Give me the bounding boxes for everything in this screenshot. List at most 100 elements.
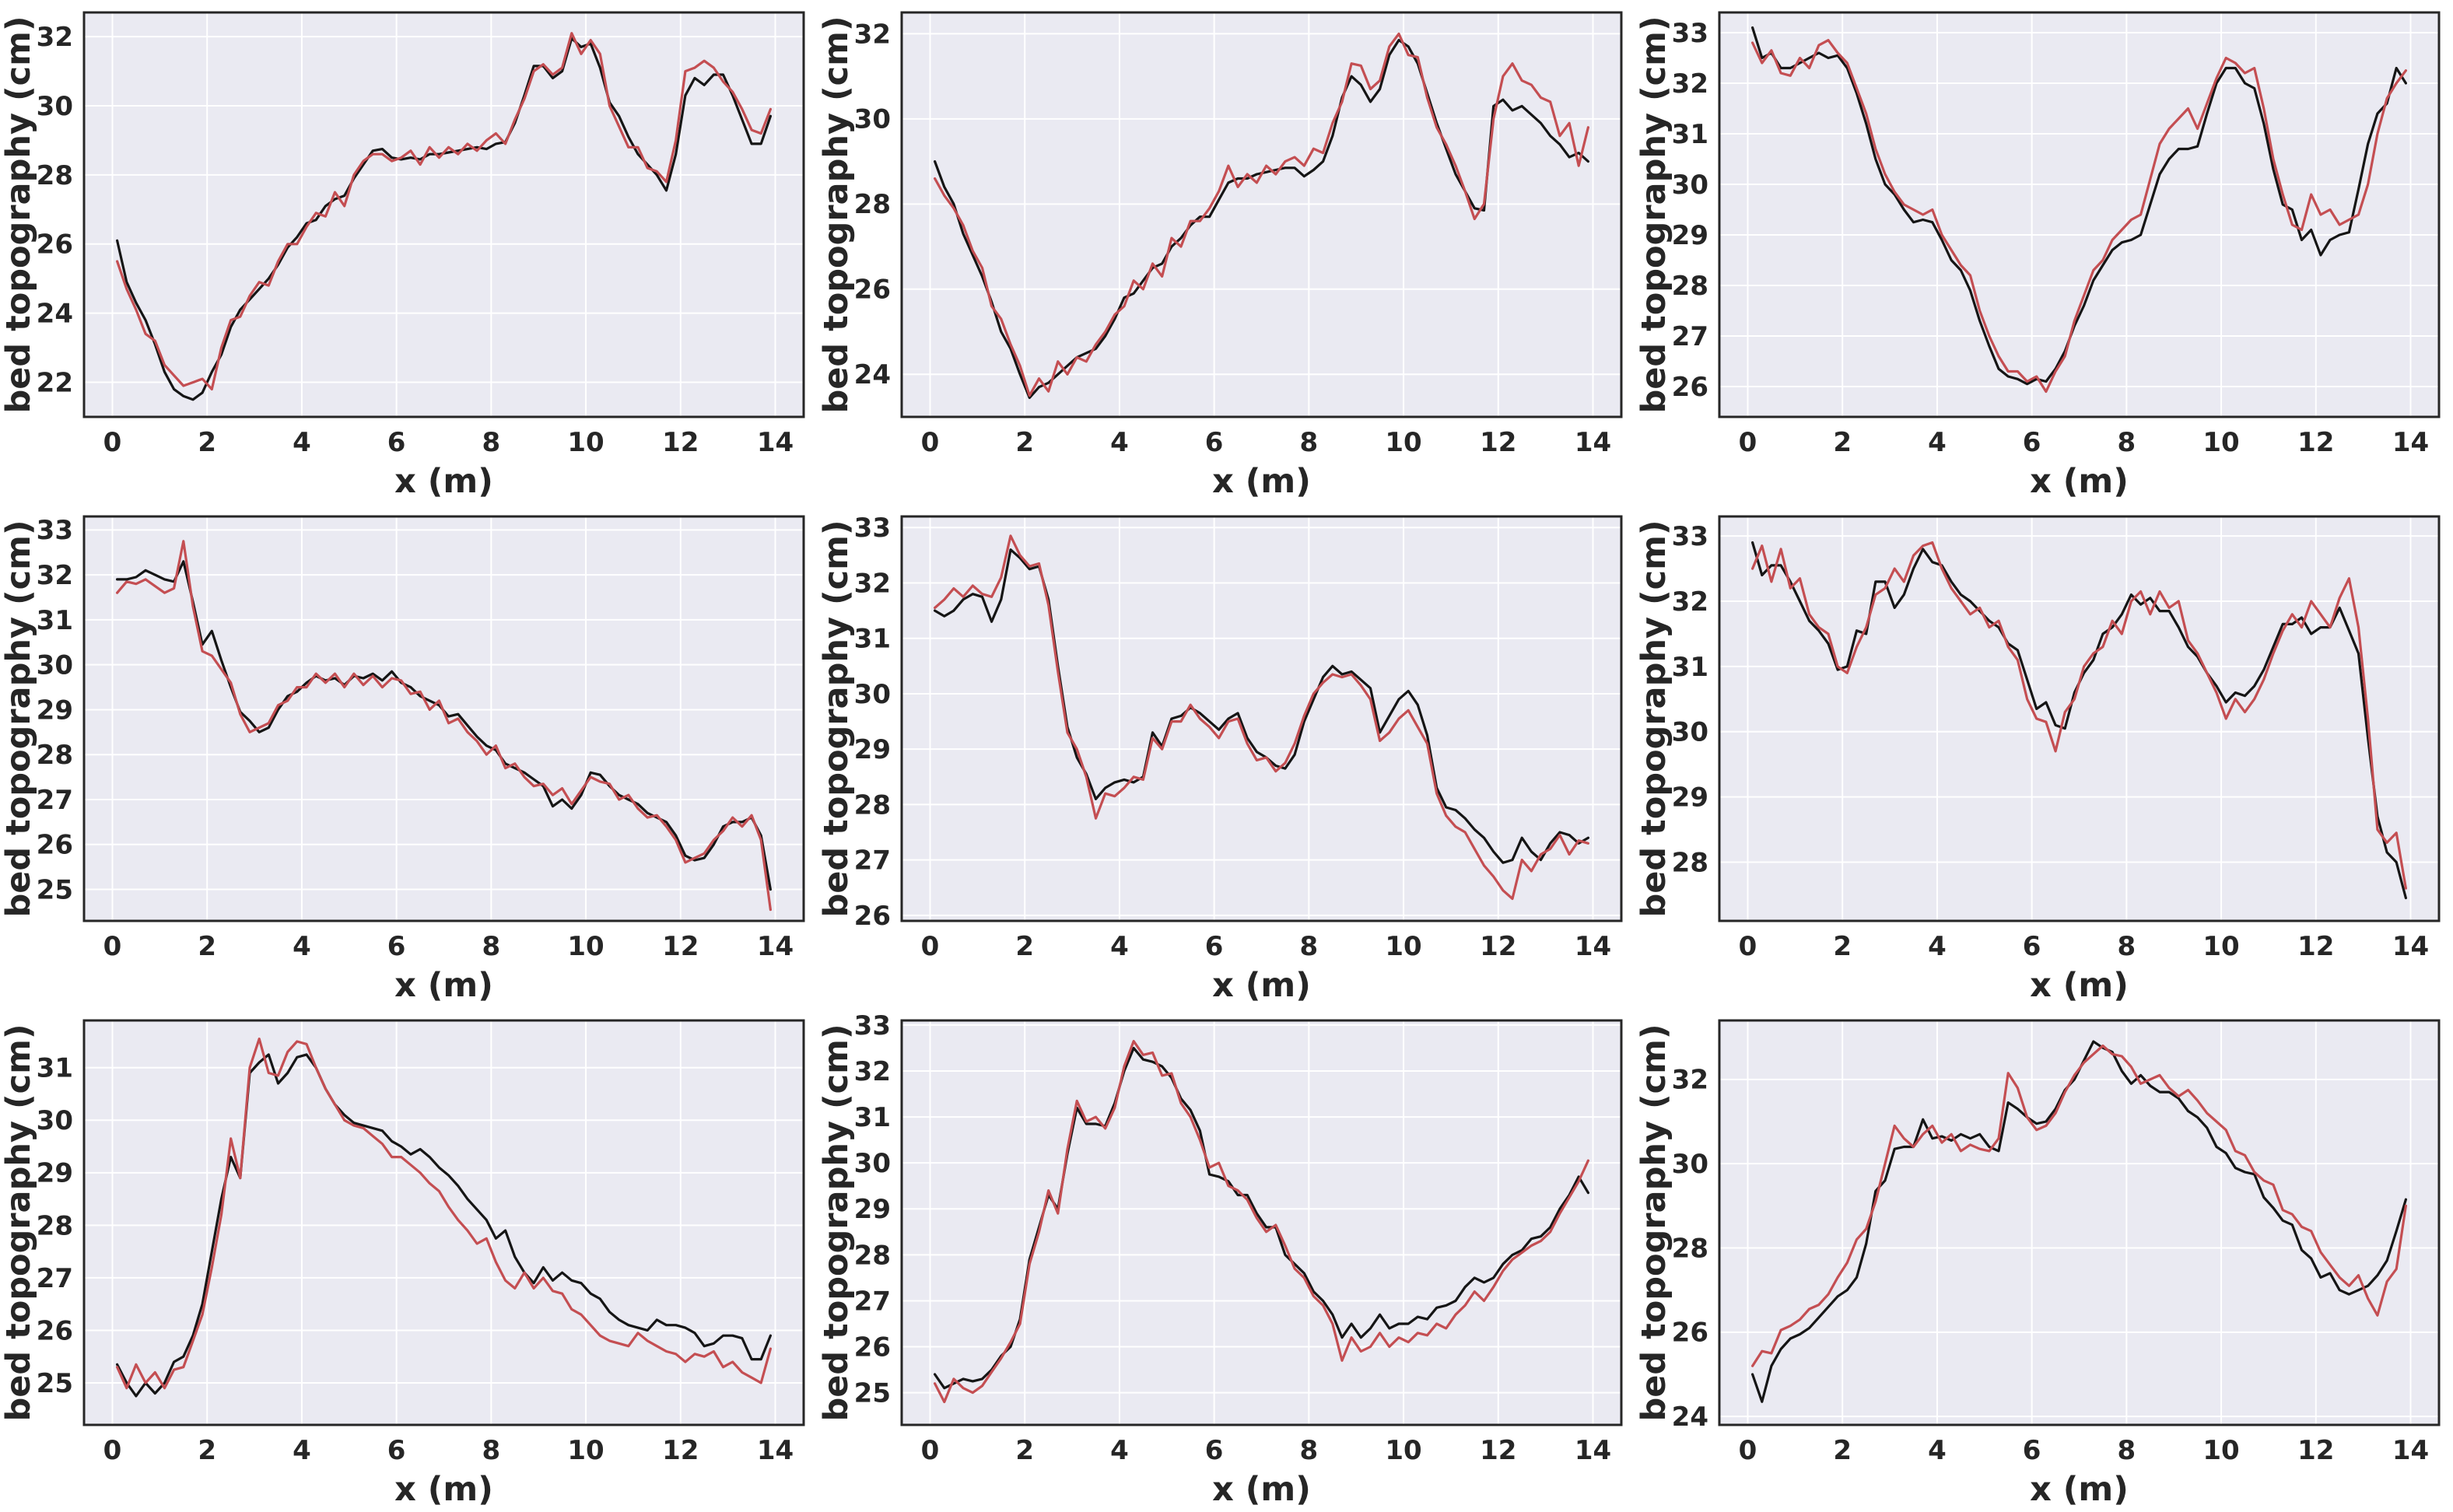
x-tick-label: 14 xyxy=(757,931,794,962)
x-tick-label: 6 xyxy=(2023,1435,2041,1466)
axes-spines xyxy=(82,515,805,922)
x-tick-label: 12 xyxy=(662,1435,699,1466)
y-tick-label: 28 xyxy=(1672,847,1708,878)
y-tick-label: 31 xyxy=(854,624,891,655)
y-tick-label: 29 xyxy=(1672,782,1708,814)
y-tick-label: 32 xyxy=(37,22,73,53)
plot-area xyxy=(1719,1020,2439,1425)
y-tick-label: 28 xyxy=(37,740,73,771)
x-tick-label: 14 xyxy=(1575,427,1611,458)
x-tick-label: 2 xyxy=(1015,427,1034,458)
subplot-2-1: 25 26 27 28 29 30 31 32 33 0 2 4 6 8 10 12 14 x (m) bed to… xyxy=(0,504,818,1008)
axes-spines xyxy=(1718,515,2441,922)
y-tick-label: 28 xyxy=(854,189,891,220)
y-tick-label: 33 xyxy=(854,513,891,544)
y-tick-label: 28 xyxy=(854,1240,891,1271)
x-axis-label: x (m) xyxy=(394,1470,493,1509)
x-tick-label: 0 xyxy=(1739,427,1757,458)
y-tick-label: 29 xyxy=(1672,220,1708,251)
x-tick-label: 8 xyxy=(482,931,501,962)
x-tick-label: 0 xyxy=(103,1435,122,1466)
y-axis-label: bed topography (cm) xyxy=(818,1024,856,1421)
x-tick-label: 10 xyxy=(567,931,604,962)
y-tick-label: 30 xyxy=(37,650,73,681)
red-profile xyxy=(1751,1044,2408,1367)
x-tick-label: 14 xyxy=(2392,427,2429,458)
subplot-1-1: 22 24 26 28 30 32 0 2 4 6 8 10 12 14 x (m) bed topograp… xyxy=(0,0,818,504)
y-tick-label: 28 xyxy=(854,789,891,821)
x-tick-label: 4 xyxy=(1928,931,1947,962)
red-profile xyxy=(116,32,773,390)
x-tick-label: 12 xyxy=(1480,427,1516,458)
x-tick-label: 0 xyxy=(921,427,940,458)
x-tick-label: 6 xyxy=(387,1435,406,1466)
x-tick-label: 2 xyxy=(198,1435,216,1466)
x-tick-label: 12 xyxy=(2297,931,2334,962)
x-axis-label: x (m) xyxy=(394,966,493,1005)
y-axis-label: bed topography (cm) xyxy=(0,1024,38,1421)
y-tick-label: 33 xyxy=(854,1010,891,1041)
x-tick-label: 4 xyxy=(1928,427,1947,458)
line-chart-2-3: 28 29 30 31 32 33 0 2 4 6 8 10 12 14 x (m) bed topograp… xyxy=(1635,515,2441,1005)
x-tick-label: 4 xyxy=(1928,1435,1947,1466)
y-tick-label: 28 xyxy=(37,160,73,191)
subplot-3-2: 25 26 27 28 29 30 31 32 33 0 2 4 6 8 10 12 14 x (m) bed to… xyxy=(818,1008,1635,1512)
y-axis-label: bed topography (cm) xyxy=(1635,16,1673,413)
y-tick-label: 32 xyxy=(854,568,891,599)
y-tick-label: 29 xyxy=(37,1158,73,1189)
x-tick-label: 10 xyxy=(2202,427,2239,458)
y-tick-label: 31 xyxy=(1672,652,1708,683)
y-tick-label: 30 xyxy=(854,1148,891,1179)
line-chart-2-2: 26 27 28 29 30 31 32 33 0 2 4 6 8 10 12 14 x (m) bed topo… xyxy=(818,513,1623,1005)
x-tick-label: 4 xyxy=(1110,427,1129,458)
subplot-3-3: 24 26 28 30 32 0 2 4 6 8 10 12 14 x (m) bed topography… xyxy=(1635,1008,2453,1512)
y-tick-label: 27 xyxy=(37,785,73,816)
y-tick-label: 33 xyxy=(1672,18,1708,49)
red-profile xyxy=(934,1039,1590,1404)
subplot-1-3: 26 27 28 29 30 31 32 33 0 2 4 6 8 10 12 14 x (m) bed topo… xyxy=(1635,0,2453,504)
x-tick-label: 8 xyxy=(1300,931,1319,962)
x-tick-label: 10 xyxy=(567,1435,604,1466)
x-tick-label: 0 xyxy=(103,931,122,962)
y-axis-label: bed topography (cm) xyxy=(1635,520,1673,917)
red-profile xyxy=(1751,39,2408,394)
x-tick-label: 10 xyxy=(1385,931,1421,962)
x-tick-label: 10 xyxy=(2202,931,2239,962)
plot-area xyxy=(84,12,804,417)
x-tick-label: 10 xyxy=(1385,427,1421,458)
y-axis-label: bed topography (cm) xyxy=(818,16,856,413)
x-tick-label: 6 xyxy=(1205,1435,1224,1466)
x-tick-label: 12 xyxy=(2297,427,2334,458)
y-tick-label: 32 xyxy=(1672,68,1708,100)
y-tick-label: 32 xyxy=(37,560,73,591)
y-tick-label: 26 xyxy=(854,901,891,932)
x-tick-label: 6 xyxy=(2023,931,2041,962)
x-tick-label: 12 xyxy=(2297,1435,2334,1466)
line-chart-1-3: 26 27 28 29 30 31 32 33 0 2 4 6 8 10 12 14 x (m) bed topo… xyxy=(1635,11,2441,501)
y-tick-label: 22 xyxy=(37,367,73,398)
y-tick-label: 33 xyxy=(37,515,73,546)
x-axis-label: x (m) xyxy=(1212,966,1311,1005)
y-tick-label: 32 xyxy=(1672,1065,1708,1096)
x-axis-label: x (m) xyxy=(2030,966,2129,1005)
x-tick-label: 4 xyxy=(293,1435,311,1466)
y-tick-label: 31 xyxy=(1672,119,1708,150)
y-tick-label: 26 xyxy=(37,830,73,861)
plot-area xyxy=(1719,516,2439,921)
x-tick-label: 8 xyxy=(1300,427,1319,458)
x-tick-label: 14 xyxy=(1575,931,1611,962)
y-tick-label: 30 xyxy=(1672,717,1708,748)
y-tick-label: 25 xyxy=(37,874,73,905)
x-axis-label: x (m) xyxy=(2030,1470,2129,1509)
x-tick-label: 12 xyxy=(662,931,699,962)
x-tick-label: 2 xyxy=(1015,931,1034,962)
x-tick-label: 2 xyxy=(198,427,216,458)
x-tick-label: 2 xyxy=(198,931,216,962)
x-tick-label: 6 xyxy=(387,427,406,458)
y-tick-label: 30 xyxy=(854,679,891,710)
x-tick-label: 2 xyxy=(1833,931,1852,962)
y-tick-label: 27 xyxy=(854,845,891,877)
